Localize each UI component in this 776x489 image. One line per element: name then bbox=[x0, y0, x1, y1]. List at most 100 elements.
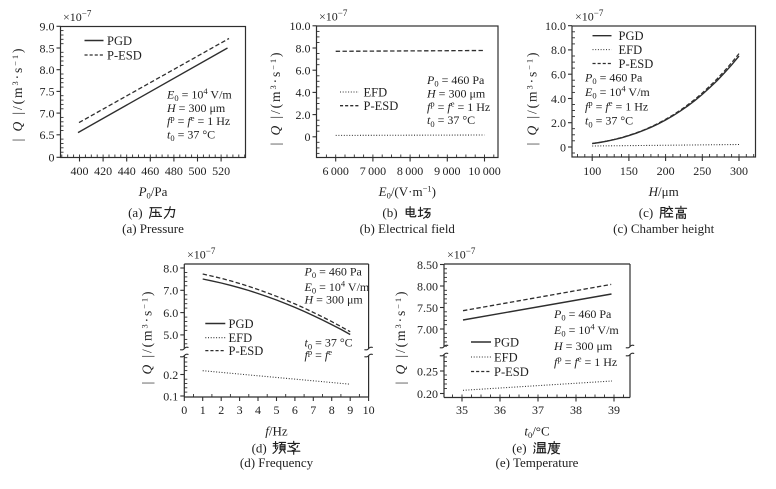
svg-text:7 000: 7 000 bbox=[360, 164, 386, 178]
svg-text:t0​ = 37 °C: t0​ = 37 °C bbox=[427, 113, 475, 129]
svg-text:0: 0 bbox=[181, 403, 187, 417]
svg-text:10.0: 10.0 bbox=[290, 19, 311, 33]
svg-text:0: 0 bbox=[305, 130, 311, 144]
svg-text:(a): (a) bbox=[128, 205, 142, 220]
svg-text:150: 150 bbox=[620, 164, 638, 178]
svg-text:P-ESD: P-ESD bbox=[364, 99, 399, 113]
svg-text:EFD: EFD bbox=[364, 86, 388, 100]
svg-text:PGD: PGD bbox=[494, 336, 519, 350]
svg-text:8.0: 8.0 bbox=[163, 261, 178, 275]
svg-text:38: 38 bbox=[570, 403, 582, 417]
svg-text:(e) Temperature: (e) Temperature bbox=[496, 455, 579, 470]
svg-text:f/Hz: f/Hz bbox=[265, 424, 288, 439]
svg-text:480: 480 bbox=[165, 164, 183, 178]
svg-text:3: 3 bbox=[237, 403, 243, 417]
svg-text:EFD: EFD bbox=[619, 43, 643, 57]
svg-text:440: 440 bbox=[118, 164, 136, 178]
svg-text:(e): (e) bbox=[512, 440, 526, 455]
svg-text:6 000: 6 000 bbox=[322, 164, 348, 178]
svg-text:39: 39 bbox=[608, 403, 620, 417]
svg-text:fp​ = fe​ = 1 Hz: fp​ = fe​ = 1 Hz bbox=[167, 113, 230, 128]
svg-text:(c): (c) bbox=[639, 205, 653, 220]
svg-text:H = 300 μm: H = 300 μm bbox=[426, 86, 486, 100]
svg-text:8.0: 8.0 bbox=[296, 41, 311, 55]
svg-text:EFD: EFD bbox=[494, 351, 518, 365]
svg-text:8.0: 8.0 bbox=[551, 43, 566, 57]
svg-text:500: 500 bbox=[189, 164, 207, 178]
svg-text:10.0: 10.0 bbox=[545, 19, 566, 33]
svg-text:6: 6 bbox=[292, 403, 298, 417]
svg-text:420: 420 bbox=[94, 164, 112, 178]
svg-text:P-ESD: P-ESD bbox=[107, 49, 142, 63]
svg-text:(b) Electrical field: (b) Electrical field bbox=[360, 221, 456, 236]
svg-text:2.0: 2.0 bbox=[551, 116, 566, 130]
svg-text:460: 460 bbox=[141, 164, 159, 178]
svg-text:6.0: 6.0 bbox=[551, 68, 566, 82]
svg-text:(a) Pressure: (a) Pressure bbox=[122, 221, 184, 236]
svg-text:6.0: 6.0 bbox=[296, 64, 311, 78]
svg-text:400: 400 bbox=[71, 164, 89, 178]
svg-text:0.2: 0.2 bbox=[163, 368, 178, 382]
svg-text:EFD: EFD bbox=[229, 331, 253, 345]
svg-text:0.20: 0.20 bbox=[417, 387, 438, 401]
svg-text:P0​/Pa: P0​/Pa bbox=[138, 184, 168, 201]
svg-text:9 000: 9 000 bbox=[434, 164, 460, 178]
svg-text:520: 520 bbox=[212, 164, 230, 178]
svg-text:(b): (b) bbox=[382, 205, 397, 220]
svg-text:2: 2 bbox=[218, 403, 224, 417]
svg-text:0.1: 0.1 bbox=[163, 389, 178, 403]
svg-text:H = 300 μm: H = 300 μm bbox=[553, 339, 613, 353]
svg-text:6.0: 6.0 bbox=[163, 306, 178, 320]
svg-text:6.5: 6.5 bbox=[40, 128, 55, 142]
svg-text:7.5: 7.5 bbox=[40, 85, 55, 99]
svg-text:300: 300 bbox=[730, 164, 748, 178]
svg-text:PGD: PGD bbox=[107, 34, 132, 48]
svg-text:H = 300 μm: H = 300 μm bbox=[166, 101, 226, 115]
svg-text:9.0: 9.0 bbox=[40, 20, 55, 34]
svg-text:8.50: 8.50 bbox=[417, 258, 438, 272]
svg-text:8.0: 8.0 bbox=[40, 63, 55, 77]
svg-text:P-ESD: P-ESD bbox=[619, 57, 654, 71]
svg-text:7.00: 7.00 bbox=[417, 322, 438, 336]
svg-text:2.0: 2.0 bbox=[296, 108, 311, 122]
svg-text:7: 7 bbox=[310, 403, 316, 417]
svg-text:9: 9 bbox=[347, 403, 353, 417]
svg-text:5: 5 bbox=[274, 403, 280, 417]
svg-text:35: 35 bbox=[456, 403, 468, 417]
svg-text:200: 200 bbox=[657, 164, 675, 178]
svg-text:(d): (d) bbox=[252, 440, 267, 455]
svg-text:100: 100 bbox=[583, 164, 601, 178]
svg-text:0.25: 0.25 bbox=[417, 364, 438, 378]
svg-text:(d) Frequency: (d) Frequency bbox=[240, 455, 314, 470]
svg-text:H/μm: H/μm bbox=[648, 184, 679, 199]
svg-text:P-ESD: P-ESD bbox=[229, 344, 264, 358]
svg-text:5.0: 5.0 bbox=[163, 328, 178, 342]
svg-text:H = 300 μm: H = 300 μm bbox=[304, 292, 364, 306]
svg-text:4.0: 4.0 bbox=[296, 86, 311, 100]
svg-text:t0​ = 37 °C: t0​ = 37 °C bbox=[585, 114, 633, 130]
svg-text:8 000: 8 000 bbox=[397, 164, 423, 178]
svg-text:PGD: PGD bbox=[619, 29, 644, 43]
svg-text:1: 1 bbox=[200, 403, 206, 417]
svg-text:37: 37 bbox=[532, 403, 544, 417]
svg-text:t0​ = 37 °C: t0​ = 37 °C bbox=[167, 127, 215, 143]
svg-text:8.5: 8.5 bbox=[40, 41, 55, 55]
svg-text:(c) Chamber height: (c) Chamber height bbox=[613, 221, 714, 236]
svg-text:0: 0 bbox=[560, 140, 566, 154]
svg-text:10: 10 bbox=[363, 403, 375, 417]
svg-text:fp​ = fe​ = 1 Hz: fp​ = fe​ = 1 Hz bbox=[427, 99, 490, 114]
svg-text:0: 0 bbox=[49, 151, 55, 165]
svg-text:PGD: PGD bbox=[229, 317, 254, 331]
svg-text:8.00: 8.00 bbox=[417, 279, 438, 293]
svg-text:10 000: 10 000 bbox=[468, 164, 500, 178]
svg-text:4: 4 bbox=[255, 403, 261, 417]
svg-text:7.0: 7.0 bbox=[163, 284, 178, 298]
svg-text:P-ESD: P-ESD bbox=[494, 365, 529, 379]
svg-text:250: 250 bbox=[693, 164, 711, 178]
svg-text:4.0: 4.0 bbox=[551, 92, 566, 106]
svg-text:8: 8 bbox=[329, 403, 335, 417]
svg-text:36: 36 bbox=[494, 403, 506, 417]
svg-text:fp​ = fe​ = 1 Hz: fp​ = fe​ = 1 Hz bbox=[585, 98, 648, 113]
svg-text:fp​ = fe​ = 1 Hz: fp​ = fe​ = 1 Hz bbox=[554, 354, 617, 369]
svg-text:7.0: 7.0 bbox=[40, 106, 55, 120]
